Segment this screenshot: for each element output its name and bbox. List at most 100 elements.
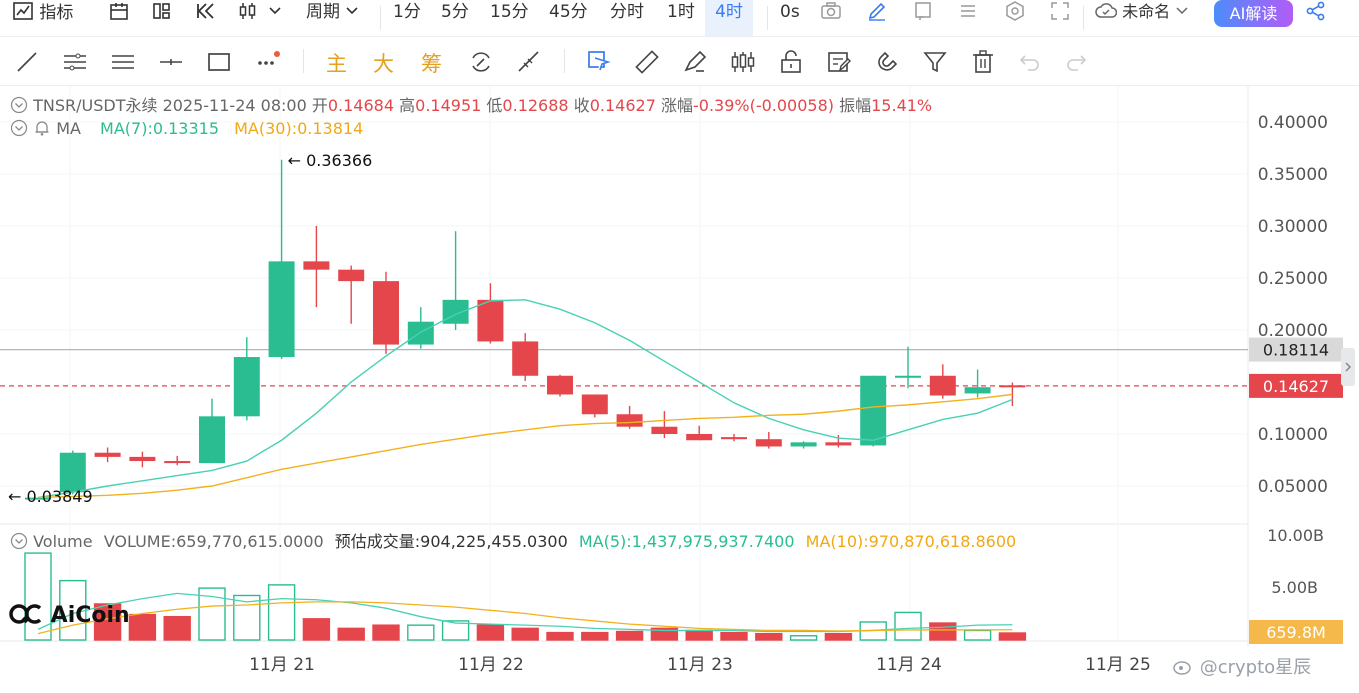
volume-bar	[998, 632, 1027, 641]
camera-icon[interactable]	[820, 0, 842, 36]
volume-bar	[93, 603, 122, 641]
more-tools-icon[interactable]	[254, 49, 280, 75]
high-label: 高	[399, 96, 416, 115]
volume-bar	[128, 613, 157, 641]
bell-icon[interactable]	[33, 119, 51, 137]
rectangle-icon[interactable]	[206, 49, 232, 75]
price-axis-label: 0.25000	[1258, 269, 1328, 289]
volume-bar	[581, 631, 609, 641]
divider	[380, 6, 381, 30]
undo-icon[interactable]	[1016, 49, 1042, 75]
price-axis-label: 0.05000	[1258, 477, 1328, 497]
interval-4h[interactable]: 4时	[705, 0, 753, 36]
volume-bar	[233, 594, 261, 641]
list-icon[interactable]	[957, 0, 979, 36]
large-order-button[interactable]: 大	[373, 52, 394, 76]
calendar-icon[interactable]	[108, 0, 130, 36]
volume-value: VOLUME:659,770,615.0000	[103, 532, 324, 551]
ref-price-tag	[1249, 337, 1343, 362]
candle-body	[303, 261, 330, 270]
low-annotation: ← 0.03849	[8, 487, 93, 506]
volume-bar	[267, 584, 296, 641]
sync-pencil-icon[interactable]	[468, 49, 494, 75]
watermark: @crypto星辰	[1172, 653, 1311, 679]
collapse-icon[interactable]	[10, 532, 28, 550]
interval-timeline[interactable]: 分时	[610, 2, 644, 22]
candle-type-button[interactable]	[238, 0, 284, 36]
last-price-text: 0.14627	[1263, 377, 1329, 396]
aicoin-mark-icon	[9, 604, 42, 624]
edit-note-icon[interactable]	[912, 0, 934, 36]
copy-drawing-icon[interactable]	[586, 49, 612, 75]
filter-icon[interactable]	[922, 49, 948, 75]
chevron-down-icon	[1176, 7, 1188, 15]
candlestick-chart[interactable]: 0.40000 0.35000 0.30000 0.25000 0.20000 0.100…	[0, 86, 1359, 693]
panel-toggle-handle[interactable]	[1341, 348, 1355, 386]
candle-body	[59, 452, 86, 493]
ruler-icon[interactable]	[634, 49, 660, 75]
candle-body	[895, 375, 921, 378]
volume-bar	[755, 632, 783, 641]
ma7-value: MA(7):0.13315	[100, 119, 219, 138]
pair-name: TNSR/USDT永续	[33, 96, 158, 115]
volume-bar	[824, 632, 853, 641]
layout-grid-icon[interactable]	[150, 0, 172, 36]
magnet-icon[interactable]	[874, 49, 900, 75]
volume-bar	[720, 631, 748, 641]
interval-15m[interactable]: 15分	[490, 2, 529, 22]
pencil-icon[interactable]	[866, 0, 888, 36]
time-axis-label: 11月 24	[876, 655, 942, 675]
candle-body	[964, 387, 991, 394]
open-label: 开	[311, 96, 328, 115]
trash-icon[interactable]	[970, 49, 996, 75]
volume-bar	[441, 620, 470, 641]
interval-1h[interactable]: 1时	[667, 2, 695, 22]
brush-icon[interactable]	[682, 49, 708, 75]
interval-5m[interactable]: 5分	[441, 2, 469, 22]
lock-icon[interactable]	[778, 49, 804, 75]
measure-icon[interactable]	[516, 49, 542, 75]
volume-bar	[59, 579, 87, 641]
main-indicator-button[interactable]: 主	[326, 52, 347, 76]
rewind-icon[interactable]	[194, 0, 218, 36]
candle-body	[164, 461, 191, 464]
horizontal-line-icon[interactable]	[158, 49, 184, 75]
volume-label: Volume	[33, 532, 93, 551]
horizontal-lines-icon[interactable]	[110, 49, 136, 75]
interval-45m[interactable]: 45分	[549, 2, 588, 22]
candle-body	[268, 261, 295, 358]
layout-name-dropdown[interactable]: 未命名	[1095, 0, 1189, 36]
volume-bar	[546, 631, 574, 641]
volume-bar	[372, 624, 400, 641]
collapse-icon[interactable]	[10, 96, 28, 114]
collapse-icon[interactable]	[10, 119, 28, 137]
candle-body	[407, 321, 434, 345]
indicators-button[interactable]: 指标	[12, 0, 73, 36]
volume-bar	[163, 615, 191, 641]
chart-area[interactable]: 0.40000 0.35000 0.30000 0.25000 0.20000 0.100…	[0, 86, 1359, 693]
interval-1m[interactable]: 1分	[393, 2, 421, 22]
candles-icon[interactable]	[730, 49, 756, 75]
volume-bar	[963, 629, 992, 641]
amplitude-label: 振幅	[839, 96, 872, 115]
ai-interpret-button[interactable]: AI解读	[1214, 0, 1293, 27]
volume-bar	[789, 635, 818, 641]
redo-icon[interactable]	[1064, 49, 1090, 75]
note-edit-icon[interactable]	[826, 49, 852, 75]
last-price-tag	[1249, 373, 1343, 398]
period-dropdown[interactable]: 周期	[306, 0, 359, 36]
low-value: 0.12688	[502, 96, 569, 115]
fullscreen-icon[interactable]	[1049, 0, 1071, 36]
chips-button[interactable]: 筹	[421, 52, 442, 76]
candle-body	[373, 281, 399, 345]
time-axis-label: 11月 21	[249, 655, 315, 675]
trend-line-icon[interactable]	[14, 49, 40, 75]
volume-info-row: Volume VOLUME:659,770,615.0000 预估成交量:904…	[10, 528, 1016, 552]
watermark-text: @crypto星辰	[1199, 657, 1312, 678]
share-icon[interactable]	[1305, 0, 1327, 36]
ref-price-text: 0.18114	[1263, 341, 1329, 360]
candle-body	[616, 414, 643, 427]
settings-hex-icon[interactable]	[1004, 0, 1026, 36]
parallel-channel-icon[interactable]	[62, 49, 88, 75]
volume-tag-text: 659.8M	[1266, 623, 1326, 642]
